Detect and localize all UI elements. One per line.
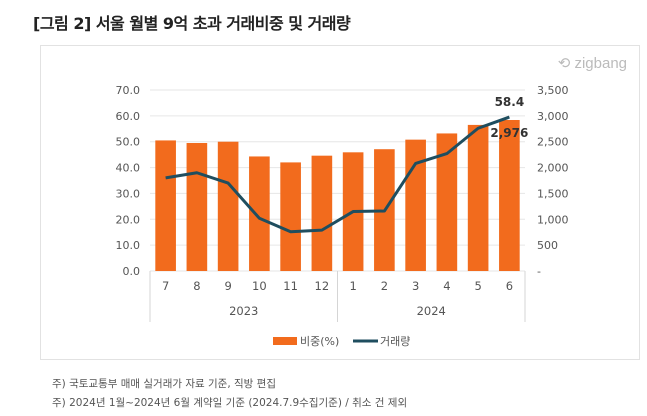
x-tick: 4 — [443, 279, 450, 293]
y-right-tick: 3,500 — [537, 84, 569, 97]
bar — [186, 143, 208, 271]
x-tick: 2 — [381, 279, 388, 293]
bar-data-label: 58.4 — [495, 95, 525, 109]
logo-text: zigbang — [574, 55, 627, 72]
year-label: 2023 — [229, 304, 258, 318]
y-left-tick: 30.0 — [116, 187, 141, 200]
x-tick: 7 — [162, 279, 169, 293]
x-tick: 10 — [252, 279, 267, 293]
x-tick: 1 — [349, 279, 356, 293]
y-right-tick: 1,000 — [537, 213, 569, 226]
legend-bar-label: 비중(%) — [300, 335, 339, 348]
y-left-tick: 60.0 — [116, 110, 141, 123]
x-tick: 6 — [506, 279, 513, 293]
y-left-tick: 40.0 — [116, 162, 141, 175]
y-left-tick: 70.0 — [116, 84, 141, 97]
bar — [155, 140, 176, 271]
year-label: 2024 — [417, 304, 446, 318]
x-tick: 5 — [474, 279, 481, 293]
zigbang-logo: ⟲ zigbang — [557, 55, 627, 72]
footnote-1: 주) 국토교통부 매매 실거래가 자료 기준, 직방 편집 — [52, 378, 276, 390]
bar — [436, 133, 458, 271]
y-left-tick: 10.0 — [116, 239, 141, 252]
chart-title: [그림 2] 서울 월별 9억 초과 거래비중 및 거래량 — [33, 14, 351, 33]
bar — [217, 141, 239, 271]
bar — [249, 156, 270, 271]
x-tick: 8 — [193, 279, 200, 293]
y-left-tick: 20.0 — [116, 213, 141, 226]
x-tick: 3 — [412, 279, 419, 293]
bar — [467, 124, 489, 272]
chart-container: ⟲ zigbang — [40, 45, 640, 360]
footnote-2: 주) 2024년 1월~2024년 6월 계약일 기준 (2024.7.9수집기… — [52, 397, 408, 409]
line-data-label: 2,976 — [490, 126, 528, 140]
bar — [499, 119, 520, 271]
y-left-tick: 50.0 — [116, 136, 141, 149]
line-series — [165, 115, 510, 234]
x-tick: 11 — [283, 279, 298, 293]
y-right-tick: 500 — [537, 239, 558, 252]
bar — [311, 155, 333, 271]
x-tick: 9 — [224, 279, 231, 293]
y-right-tick: 1,500 — [537, 187, 569, 200]
y-left-tick: 0.0 — [123, 265, 141, 278]
legend-line-label: 거래량 — [380, 335, 410, 348]
bar — [405, 139, 426, 271]
bar — [280, 162, 301, 271]
legend-bar-swatch — [273, 337, 297, 345]
y-right-tick: - — [537, 265, 541, 278]
x-tick: 12 — [315, 279, 330, 293]
y-right-tick: 3,000 — [537, 110, 569, 123]
y-right-tick: 2,000 — [537, 162, 569, 175]
y-right-tick: 2,500 — [537, 136, 569, 149]
